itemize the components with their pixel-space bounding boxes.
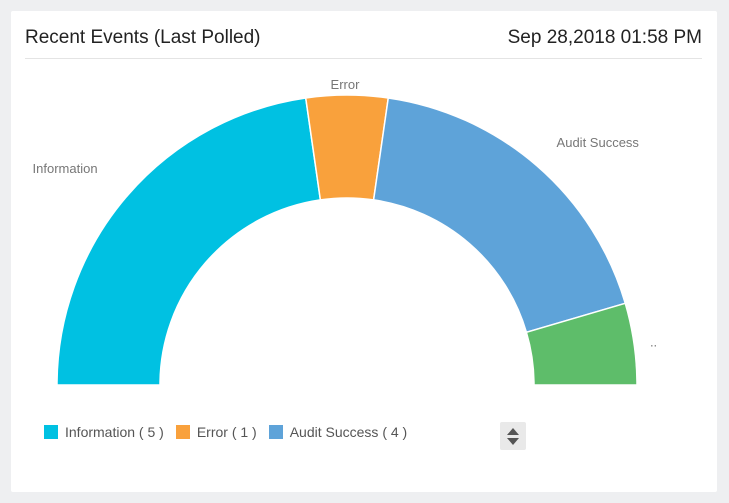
slice-label-audit-success: Audit Success [557,135,640,150]
legend-item-information[interactable]: Information ( 5 ) [44,424,164,440]
slice-label-other: .. [650,334,657,349]
legend-label-information: Information ( 5 ) [65,424,164,440]
widget-title: Recent Events (Last Polled) [25,27,261,48]
legend-swatch-information [44,425,58,439]
recent-events-widget: Recent Events (Last Polled) Sep 28,2018 … [11,11,717,492]
arrow-up-icon[interactable] [507,428,519,435]
legend-pager[interactable] [500,422,526,450]
chart-slices [56,94,638,386]
slice-label-error: Error [331,77,361,92]
chart-legend: Information ( 5 ) Error ( 1 ) Audit Succ… [44,424,419,440]
legend-swatch-audit-success [268,425,283,439]
header-divider [25,58,702,59]
legend-item-audit-success[interactable]: Audit Success ( 4 ) [268,424,408,440]
slice-audit-success[interactable] [372,97,627,334]
slice-information[interactable] [56,97,322,386]
legend-swatch-error [175,425,190,439]
events-semi-donut-chart: Information Error Audit Success.. [33,77,658,386]
last-polled-timestamp: Sep 28,2018 01:58 PM [507,27,702,48]
arrow-down-icon[interactable] [507,438,519,445]
legend-label-audit-success: Audit Success ( 4 ) [289,424,408,440]
slice-other[interactable] [525,302,638,386]
legend-label-error: Error ( 1 ) [196,424,257,440]
chart-slice-labels: Information Error Audit Success.. [33,77,658,349]
legend-item-error[interactable]: Error ( 1 ) [175,424,257,440]
slice-label-information: Information [33,161,98,176]
